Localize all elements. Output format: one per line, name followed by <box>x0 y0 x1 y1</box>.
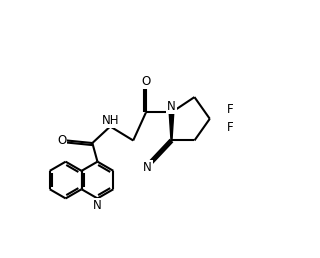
Polygon shape <box>169 112 174 141</box>
Text: NH: NH <box>101 114 119 127</box>
Text: F: F <box>227 103 234 116</box>
Text: N: N <box>93 199 102 212</box>
Text: O: O <box>141 75 151 88</box>
Text: F: F <box>227 121 234 134</box>
Text: N: N <box>143 161 152 174</box>
Text: O: O <box>57 134 66 147</box>
Text: N: N <box>167 100 176 113</box>
